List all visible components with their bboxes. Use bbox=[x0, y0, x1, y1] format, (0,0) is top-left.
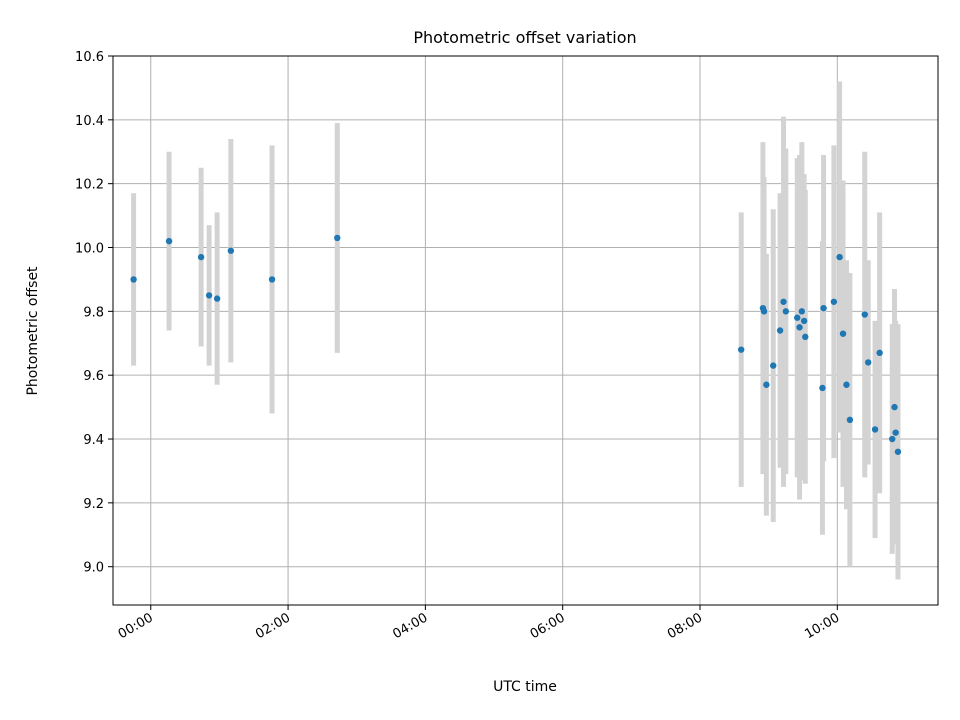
y-tick-label: 9.2 bbox=[83, 497, 104, 512]
x-axis-label: UTC time bbox=[493, 679, 557, 695]
y-gridlines bbox=[113, 55, 938, 568]
error-bars bbox=[131, 81, 901, 580]
data-point bbox=[268, 276, 276, 283]
y-tick-label: 9.8 bbox=[83, 305, 104, 320]
data-point bbox=[782, 308, 790, 315]
y-tick-label: 9.0 bbox=[83, 561, 104, 576]
data-points bbox=[130, 234, 902, 455]
data-point bbox=[796, 324, 803, 331]
data-point bbox=[839, 330, 847, 337]
y-axis-label: Photometric offset bbox=[25, 266, 41, 396]
plot-frame bbox=[112, 55, 939, 606]
data-point bbox=[876, 349, 883, 357]
x-tick-label: 10:00 bbox=[802, 610, 842, 642]
data-point bbox=[820, 304, 827, 312]
data-point bbox=[760, 308, 768, 315]
data-point bbox=[830, 298, 838, 305]
y-tick-label: 10.2 bbox=[75, 178, 104, 193]
data-point bbox=[794, 314, 801, 321]
chart-title: Photometric offset variation bbox=[413, 28, 636, 47]
data-point bbox=[197, 253, 205, 261]
x-tick-label: 04:00 bbox=[390, 610, 430, 642]
data-point bbox=[892, 429, 899, 436]
data-point bbox=[334, 234, 341, 242]
data-point bbox=[130, 276, 137, 283]
data-point bbox=[798, 308, 806, 315]
data-point bbox=[213, 295, 221, 302]
data-point bbox=[889, 435, 896, 443]
y-axis-ticks: 9.0 9.2 9.4 9.6 9.8 10.0 10.2 10.4 10.6 bbox=[75, 50, 113, 576]
data-point bbox=[871, 426, 879, 433]
data-point bbox=[205, 292, 213, 299]
data-point bbox=[891, 403, 898, 411]
x-tick-label: 06:00 bbox=[528, 610, 568, 642]
y-tick-label: 10.6 bbox=[75, 50, 104, 65]
data-point bbox=[165, 237, 173, 245]
data-point bbox=[763, 381, 770, 388]
data-point bbox=[770, 362, 777, 369]
data-point bbox=[780, 298, 787, 305]
data-point bbox=[861, 311, 868, 318]
x-tick-label: 00:00 bbox=[116, 610, 156, 642]
x-axis-ticks: 00:00 02:00 04:00 06:00 08:00 10:00 bbox=[116, 605, 842, 642]
data-point bbox=[819, 384, 826, 392]
data-point bbox=[843, 381, 850, 388]
data-point bbox=[846, 416, 854, 424]
data-point bbox=[894, 448, 902, 455]
data-point bbox=[776, 327, 784, 334]
data-point bbox=[836, 253, 843, 261]
y-tick-label: 10.4 bbox=[75, 114, 104, 129]
y-tick-label: 10.0 bbox=[75, 242, 104, 257]
x-tick-label: 02:00 bbox=[253, 610, 293, 642]
data-point bbox=[227, 247, 235, 254]
data-point bbox=[802, 333, 809, 341]
y-tick-label: 9.4 bbox=[83, 433, 104, 448]
data-point bbox=[737, 346, 745, 353]
data-point bbox=[865, 359, 872, 366]
x-gridlines bbox=[150, 56, 838, 605]
y-tick-label: 9.6 bbox=[83, 369, 104, 384]
x-tick-label: 08:00 bbox=[665, 610, 705, 642]
data-point bbox=[800, 317, 808, 325]
